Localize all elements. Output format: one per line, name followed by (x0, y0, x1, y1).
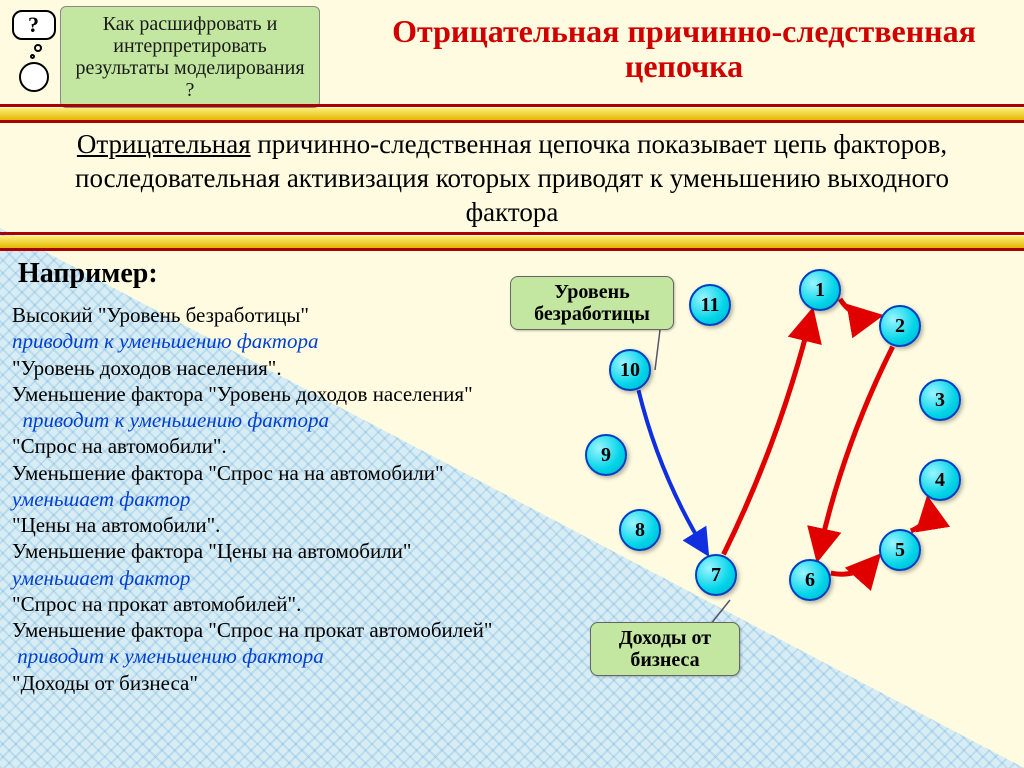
definition-underlined: Отрицательная (77, 129, 251, 159)
diagram-label-bottom: Доходы от бизнеса (590, 622, 740, 676)
body-line: "Спрос на автомобили". (12, 434, 227, 458)
body-line: "Уровень доходов населения". (12, 356, 282, 380)
diagram-node-11: 11 (689, 284, 731, 326)
divider-red (0, 248, 1024, 251)
diagram-node-9: 9 (585, 434, 627, 476)
diagram-node-7: 7 (695, 554, 737, 596)
diagram-node-8: 8 (619, 509, 661, 551)
body-line: "Цены на автомобили". (12, 513, 220, 537)
page-title: Отрицательная причинно-следственная цепо… (374, 14, 994, 84)
body-italic: приводит к уменьшению фактора (12, 329, 318, 353)
body-line: Уменьшение фактора "Спрос на на автомоби… (12, 461, 444, 485)
divider-red (0, 120, 1024, 123)
definition-text: Отрицательная причинно-следственная цепо… (40, 128, 984, 229)
divider-red (0, 232, 1024, 235)
body-italic: приводит к уменьшению фактора (23, 408, 329, 432)
diagram-node-5: 5 (879, 529, 921, 571)
body-italic: уменьшает фактор (12, 487, 190, 511)
body-line: "Спрос на прокат автомобилей". (12, 592, 301, 616)
body-italic: приводит к уменьшению фактора (17, 644, 323, 668)
divider-bar-mid (0, 236, 1024, 248)
diagram-node-4: 4 (919, 459, 961, 501)
diagram-node-10: 10 (609, 349, 651, 391)
body-line: Уменьшение фактора "Спрос на прокат авто… (12, 618, 492, 642)
diagram-label-top: Уровень безработицы (510, 276, 674, 330)
body-line: Высокий "Уровень безработицы" (12, 303, 309, 327)
body-italic: уменьшает фактор (12, 566, 190, 590)
diagram-node-1: 1 (799, 269, 841, 311)
divider-bar-top (0, 108, 1024, 120)
thinker-icon: ? (4, 8, 64, 118)
example-header: Например: (18, 258, 158, 290)
body-line: Уменьшение фактора "Уровень доходов насе… (12, 382, 473, 406)
diagram-node-6: 6 (789, 559, 831, 601)
diagram-node-3: 3 (919, 379, 961, 421)
body-line: "Доходы от бизнеса" (12, 671, 198, 695)
divider-red (0, 104, 1024, 107)
diagram-node-2: 2 (879, 305, 921, 347)
body-line: Уменьшение фактора "Цены на автомобили" (12, 539, 412, 563)
question-box: Как расшифровать и интерпретировать резу… (60, 6, 320, 108)
example-body: Высокий "Уровень безработицы" приводит к… (12, 302, 522, 696)
